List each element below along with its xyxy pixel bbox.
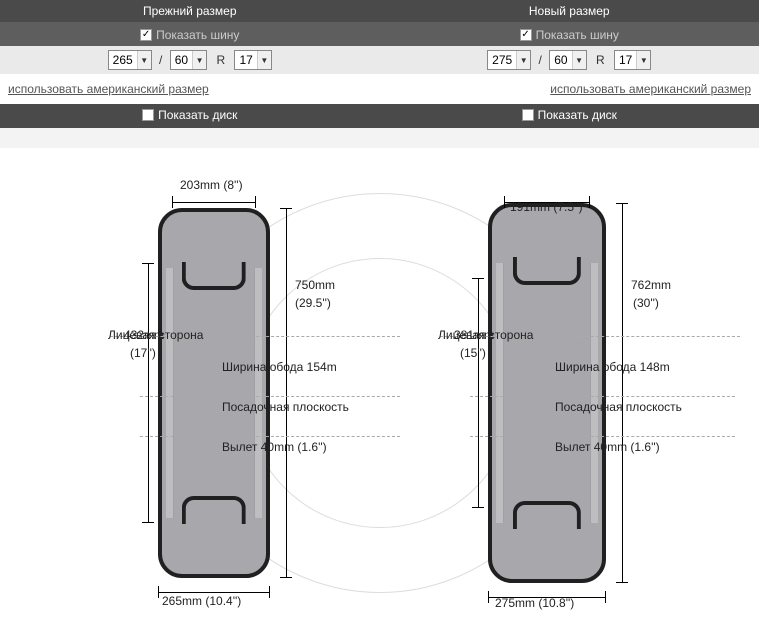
tire-diagram-canvas: 203mm (8'') 750mm (29.5'') 432mm (17'') … bbox=[0, 148, 759, 618]
new-dash-2 bbox=[470, 396, 735, 397]
old-face-label: Лицевая сторона bbox=[108, 328, 203, 342]
spacer bbox=[0, 128, 759, 148]
new-rim-diam-in-label: (15'') bbox=[460, 346, 486, 360]
chevron-down-icon: ▼ bbox=[572, 51, 586, 69]
slash-sep: / bbox=[535, 53, 546, 67]
old-rim-dim-line bbox=[142, 263, 154, 523]
new-offset-label: Вылет 40mm (1.6'') bbox=[555, 440, 660, 454]
new-dash-3 bbox=[470, 436, 735, 437]
checkmark-icon: ✓ bbox=[520, 29, 532, 41]
old-bottom-width-label: 265mm (10.4'') bbox=[162, 594, 241, 608]
old-height-dim-line bbox=[280, 208, 292, 578]
use-american-old-link[interactable]: использовать американский размер bbox=[0, 74, 217, 104]
old-rim-diam-in-label: (17'') bbox=[130, 346, 156, 360]
new-size-title: Новый размер bbox=[380, 0, 759, 22]
old-size-title: Прежний размер bbox=[0, 0, 380, 22]
new-height-in-label: (30'') bbox=[633, 296, 659, 310]
american-link-bar: использовать американский размер использ… bbox=[0, 74, 759, 104]
chevron-down-icon: ▼ bbox=[636, 51, 650, 69]
chevron-down-icon: ▼ bbox=[257, 51, 271, 69]
show-tire-new-label: Показать шину bbox=[536, 28, 619, 42]
show-disc-new-checkbox[interactable]: Показать диск bbox=[522, 108, 617, 122]
old-top-dim-line bbox=[172, 196, 256, 208]
slash-sep: / bbox=[155, 53, 166, 67]
old-height-label: 750mm bbox=[295, 278, 335, 292]
new-face-label: Лицевая сторона bbox=[438, 328, 533, 342]
checkmark-icon: ✓ bbox=[140, 29, 152, 41]
old-width-select[interactable]: 265▼ bbox=[108, 50, 152, 70]
show-disc-new-label: Показать диск bbox=[538, 108, 617, 122]
old-aspect-select[interactable]: 60▼ bbox=[170, 50, 207, 70]
new-bottom-width-label: 275mm (10.8'') bbox=[495, 596, 574, 610]
r-sep: R bbox=[590, 53, 611, 67]
new-height-label: 762mm bbox=[631, 278, 671, 292]
old-top-width-label: 203mm (8'') bbox=[180, 178, 243, 192]
chevron-down-icon: ▼ bbox=[516, 51, 530, 69]
new-aspect-select[interactable]: 60▼ bbox=[549, 50, 586, 70]
chevron-down-icon: ▼ bbox=[137, 51, 151, 69]
chevron-down-icon: ▼ bbox=[192, 51, 206, 69]
checkbox-empty-icon bbox=[142, 109, 154, 121]
show-disc-old-label: Показать диск bbox=[158, 108, 237, 122]
show-disc-old-checkbox[interactable]: Показать диск bbox=[142, 108, 237, 122]
new-seat-plane-label: Посадочная плоскость bbox=[555, 400, 682, 414]
new-tire-shape bbox=[488, 203, 606, 583]
old-diameter-select[interactable]: 17▼ bbox=[234, 50, 271, 70]
new-rim-dim-line bbox=[472, 278, 484, 508]
show-tire-bar: ✓ Показать шину ✓ Показать шину bbox=[0, 22, 759, 46]
old-height-in-label: (29.5'') bbox=[295, 296, 331, 310]
new-diameter-select[interactable]: 17▼ bbox=[614, 50, 651, 70]
use-american-new-link[interactable]: использовать американский размер bbox=[542, 74, 759, 104]
new-rim-width-label: Ширина обода 148m bbox=[555, 360, 670, 374]
old-dash-3 bbox=[140, 436, 400, 437]
new-height-dim-line bbox=[616, 203, 628, 583]
old-rim-width-label: Ширина обода 154m bbox=[222, 360, 337, 374]
show-tire-new-checkbox[interactable]: ✓ Показать шину bbox=[520, 28, 619, 42]
show-tire-old-checkbox[interactable]: ✓ Показать шину bbox=[140, 28, 239, 42]
old-offset-label: Вылет 40mm (1.6'') bbox=[222, 440, 327, 454]
r-sep: R bbox=[210, 53, 231, 67]
title-bar: Прежний размер Новый размер bbox=[0, 0, 759, 22]
old-seat-plane-label: Посадочная плоскость bbox=[222, 400, 349, 414]
size-selector-bar: 265▼ / 60▼ R 17▼ 275▼ / 60▼ R 17▼ bbox=[0, 46, 759, 74]
checkbox-empty-icon bbox=[522, 109, 534, 121]
old-dash-2 bbox=[140, 396, 400, 397]
old-tire-shape bbox=[158, 208, 270, 578]
show-disc-bar: Показать диск Показать диск bbox=[0, 104, 759, 128]
new-top-width-label: 191mm (7.5'') bbox=[510, 200, 583, 214]
show-tire-old-label: Показать шину bbox=[156, 28, 239, 42]
new-width-select[interactable]: 275▼ bbox=[487, 50, 531, 70]
